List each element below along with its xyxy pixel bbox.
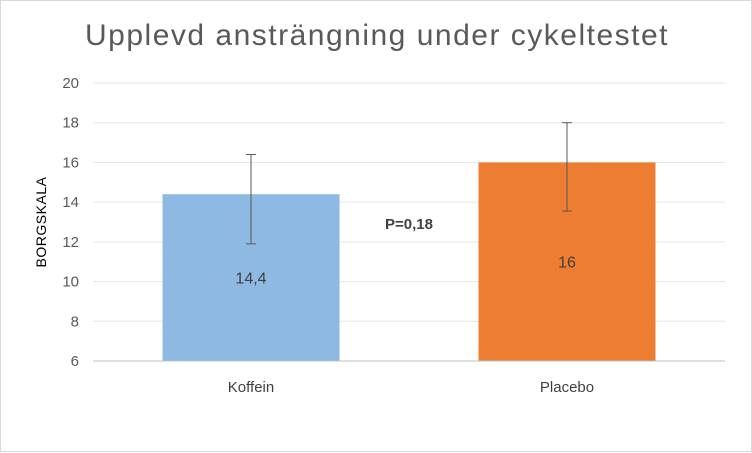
error-bars: [246, 122, 572, 245]
y-axis-ticks: 6 8 10 12 14 16 18 20: [62, 75, 79, 370]
data-labels: 14,4 16: [235, 255, 576, 288]
data-label-placebo: 16: [558, 255, 576, 272]
y-tick-label: 14: [62, 194, 79, 211]
p-value-annotation: P=0,18: [385, 216, 433, 233]
y-tick-label: 20: [62, 75, 79, 92]
y-tick-label: 6: [71, 353, 79, 370]
x-category-koffein: Koffein: [228, 379, 274, 396]
chart-title: Upplevd ansträngning under cykeltestet: [85, 19, 669, 52]
bars: [162, 162, 656, 361]
y-axis-title: BORGSKALA: [33, 176, 49, 267]
y-tick-label: 18: [62, 115, 79, 132]
y-tick-label: 10: [62, 274, 79, 291]
x-category-placebo: Placebo: [540, 379, 594, 396]
y-tick-label: 8: [71, 313, 79, 330]
y-tick-label: 16: [62, 154, 79, 171]
y-tick-label: 12: [62, 234, 79, 251]
x-axis-categories: Koffein Placebo: [228, 379, 594, 396]
data-label-koffein: 14,4: [235, 271, 266, 288]
